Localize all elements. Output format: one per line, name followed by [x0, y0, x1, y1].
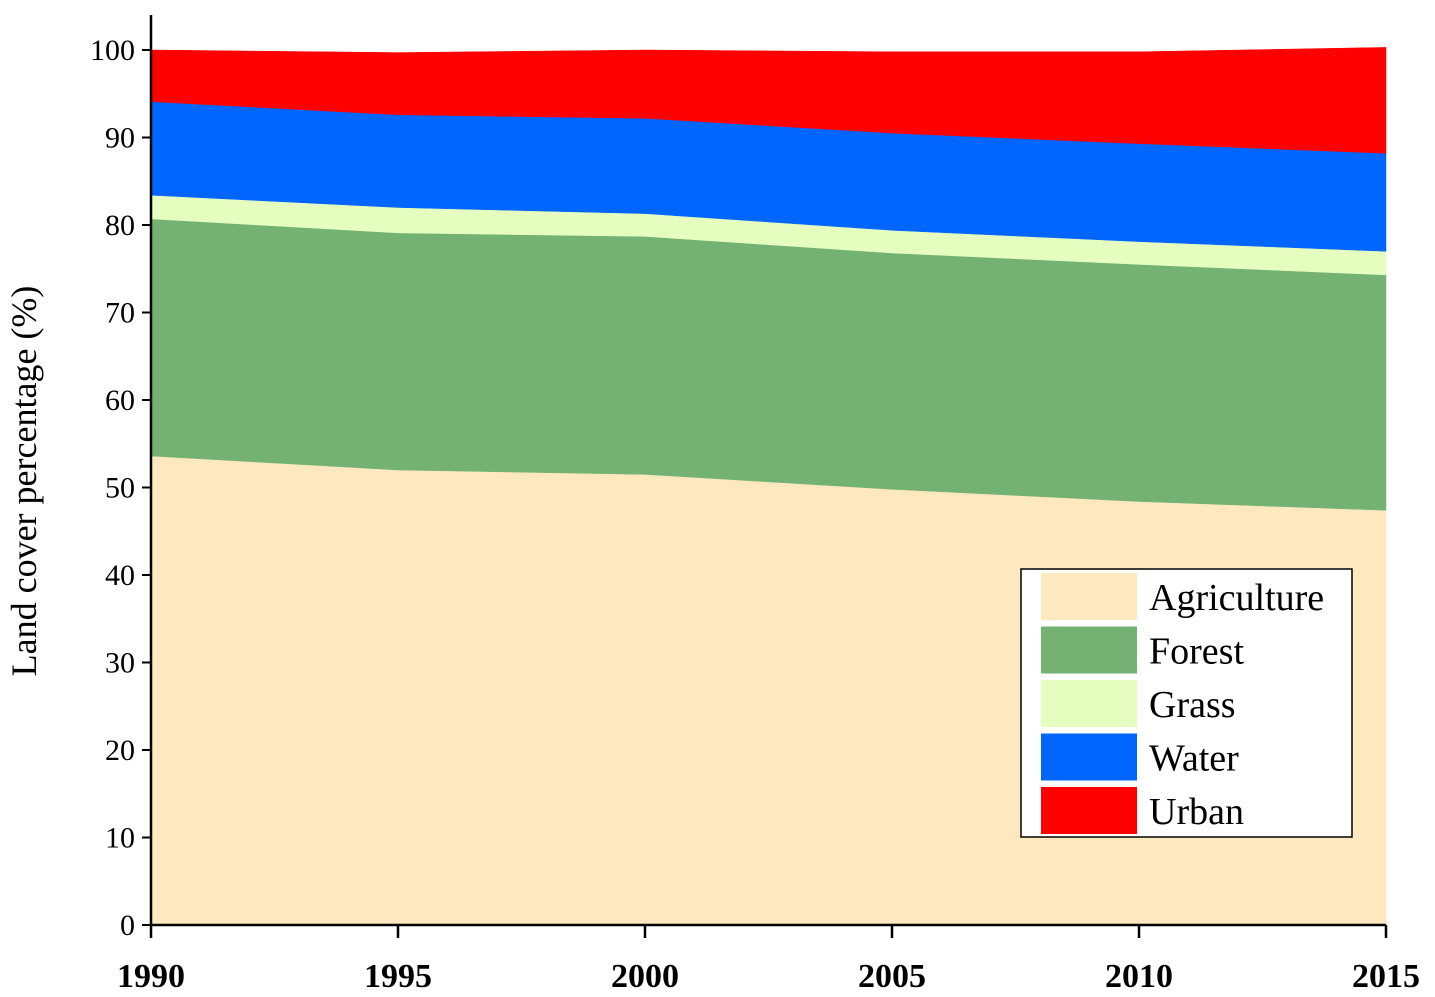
y-tick-label: 90	[105, 122, 135, 155]
y-tick-label: 50	[105, 472, 135, 505]
x-tick-group: 1990 1995 2000 2005 2010 2015	[117, 925, 1420, 995]
y-tick-label: 30	[105, 647, 135, 680]
x-tick-label: 1995	[364, 958, 432, 995]
legend-swatch-urban	[1041, 787, 1137, 834]
x-tick-label: 1990	[117, 958, 185, 995]
y-tick-label: 60	[105, 384, 135, 417]
y-tick-label: 80	[105, 209, 135, 242]
legend-swatch-agriculture	[1041, 573, 1137, 620]
area-urban	[150, 47, 1387, 154]
y-tick-label: 10	[105, 822, 135, 855]
legend-label-agriculture: Agriculture	[1149, 577, 1324, 619]
y-tick-label: 40	[105, 559, 135, 592]
x-tick-label: 2010	[1105, 958, 1173, 995]
legend-label-water: Water	[1149, 738, 1239, 780]
y-tick-label: 100	[90, 34, 135, 67]
legend-label-urban: Urban	[1149, 791, 1244, 833]
legend: Agriculture Forest Grass Water Urban	[1020, 568, 1353, 838]
x-tick-label: 2000	[611, 958, 679, 995]
y-tick-label: 70	[105, 297, 135, 330]
y-axis-title: Land cover percentage (%)	[4, 286, 44, 677]
legend-swatch-forest	[1041, 626, 1137, 674]
legend-swatch-grass	[1041, 680, 1137, 727]
legend-label-forest: Forest	[1149, 631, 1244, 673]
legend-label-grass: Grass	[1149, 684, 1236, 726]
x-tick-label: 2005	[858, 958, 926, 995]
y-tick-group: 0 10 20 30 40 50 60 70 80 90 100	[90, 34, 151, 942]
x-tick-label: 2015	[1352, 958, 1420, 995]
legend-swatch-water	[1041, 733, 1137, 781]
y-tick-label: 20	[105, 734, 135, 767]
axes-group	[149, 15, 1386, 927]
y-tick-label: 0	[120, 909, 135, 942]
